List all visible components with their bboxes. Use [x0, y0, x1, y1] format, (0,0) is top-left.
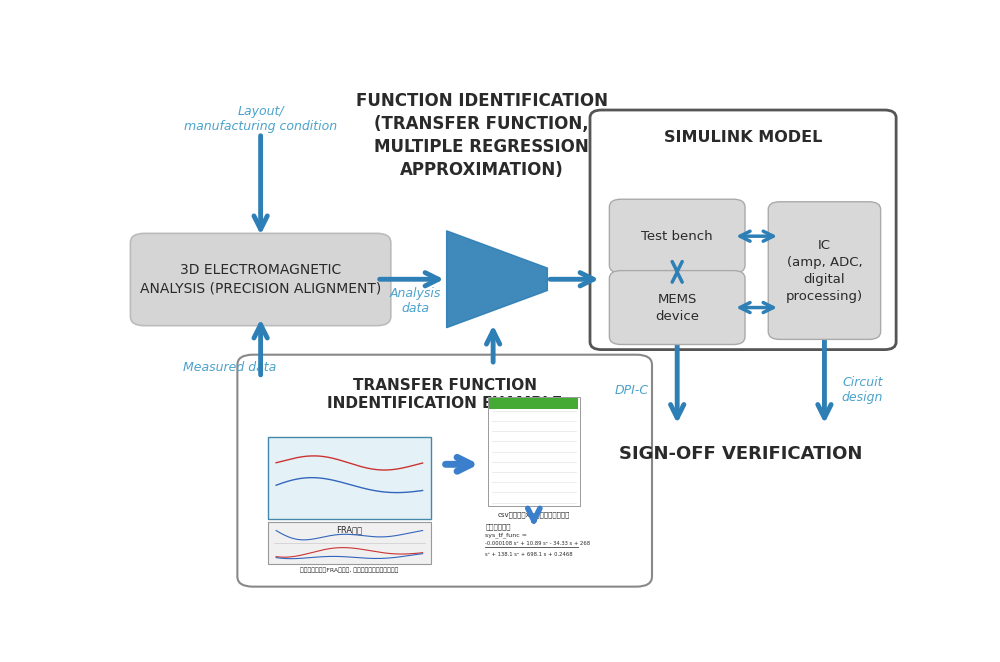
Text: 推定伝達関数: 推定伝達関数	[485, 523, 511, 530]
Text: sys_tf_func =: sys_tf_func =	[485, 532, 527, 538]
Text: SIMULINK MODEL: SIMULINK MODEL	[664, 130, 822, 146]
Text: 3D ELECTROMAGNETIC
ANALYSIS (PRECISION ALIGNMENT): 3D ELECTROMAGNETIC ANALYSIS (PRECISION A…	[140, 263, 381, 296]
FancyBboxPatch shape	[268, 438, 431, 520]
FancyBboxPatch shape	[489, 398, 578, 409]
Text: Analysis
data: Analysis data	[390, 287, 441, 315]
FancyBboxPatch shape	[590, 110, 896, 350]
FancyBboxPatch shape	[768, 202, 881, 340]
Text: MEMS
device: MEMS device	[655, 293, 699, 322]
Text: FRA結果: FRA結果	[336, 526, 362, 534]
Text: Test bench: Test bench	[641, 230, 713, 243]
Text: SIGN-OFF VERIFICATION: SIGN-OFF VERIFICATION	[619, 445, 863, 463]
Text: -0.000108 s³ + 10.89 s² - 34.33 s + 268: -0.000108 s³ + 10.89 s² - 34.33 s + 268	[485, 542, 590, 546]
Text: s³ + 138.1 s² + 698.1 s + 0.2468: s³ + 138.1 s² + 698.1 s + 0.2468	[485, 553, 573, 557]
Text: IC
(amp, ADC,
digital
processing): IC (amp, ADC, digital processing)	[786, 238, 863, 303]
Text: csv（またはxls）形式でデータ化: csv（またはxls）形式でデータ化	[498, 512, 570, 518]
Text: TRANSFER FUNCTION
INDENTIFICATION EXAMPLE: TRANSFER FUNCTION INDENTIFICATION EXAMPL…	[327, 377, 562, 411]
FancyBboxPatch shape	[130, 234, 391, 326]
FancyBboxPatch shape	[609, 199, 745, 273]
FancyBboxPatch shape	[268, 522, 431, 564]
Text: Circuit
design: Circuit design	[842, 377, 883, 404]
FancyBboxPatch shape	[488, 397, 580, 506]
Text: 推定結果（青：FRAデータ, 赤線：推定伝達関数特性）: 推定結果（青：FRAデータ, 赤線：推定伝達関数特性）	[300, 567, 399, 573]
FancyBboxPatch shape	[609, 271, 745, 344]
Polygon shape	[447, 231, 547, 328]
Text: Measured data: Measured data	[183, 361, 276, 374]
Text: Layout/
manufacturing condition: Layout/ manufacturing condition	[184, 105, 337, 133]
Text: FUNCTION IDENTIFICATION
(TRANSFER FUNCTION,
MULTIPLE REGRESSION
APPROXIMATION): FUNCTION IDENTIFICATION (TRANSFER FUNCTI…	[356, 92, 608, 179]
Text: DPI-C: DPI-C	[615, 384, 649, 397]
FancyBboxPatch shape	[237, 355, 652, 587]
